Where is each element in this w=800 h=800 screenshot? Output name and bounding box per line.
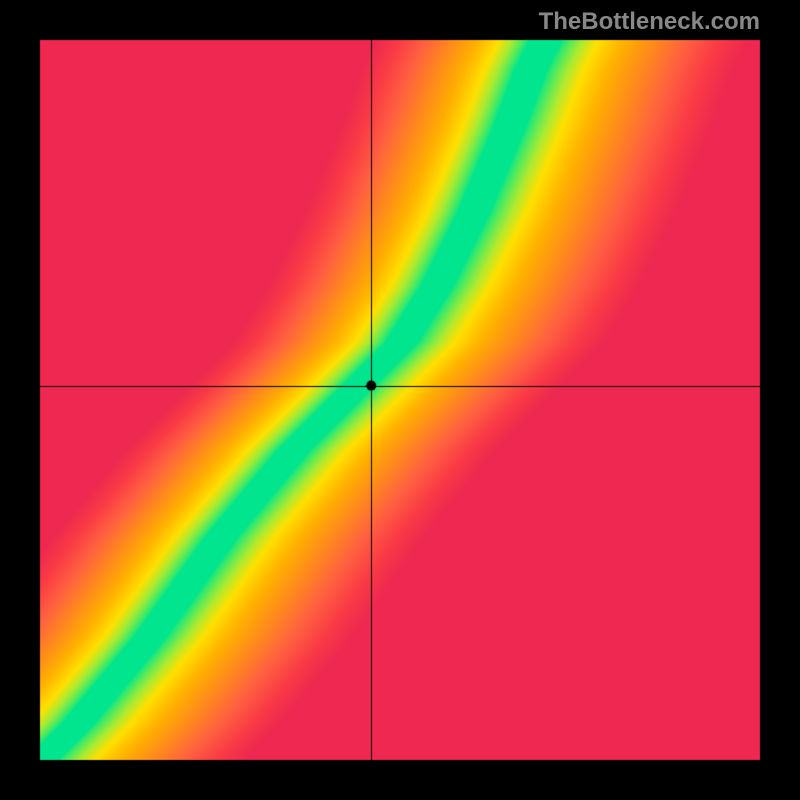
bottleneck-heatmap	[0, 0, 800, 800]
watermark-text: TheBottleneck.com	[539, 8, 760, 36]
